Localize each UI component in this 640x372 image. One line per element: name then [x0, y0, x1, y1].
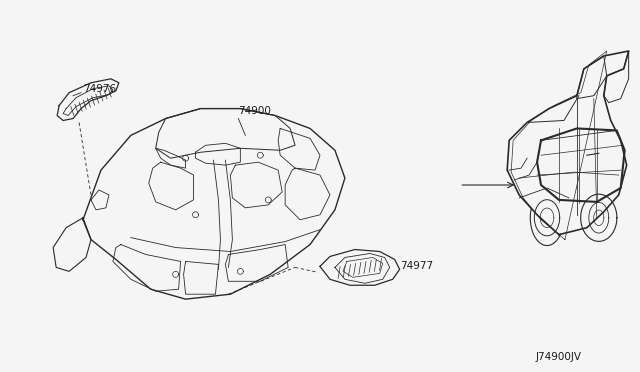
Text: 74900: 74900 — [238, 106, 271, 116]
Text: 74977: 74977 — [399, 262, 433, 272]
Text: 74976: 74976 — [83, 84, 116, 94]
Text: J74900JV: J74900JV — [536, 352, 582, 362]
